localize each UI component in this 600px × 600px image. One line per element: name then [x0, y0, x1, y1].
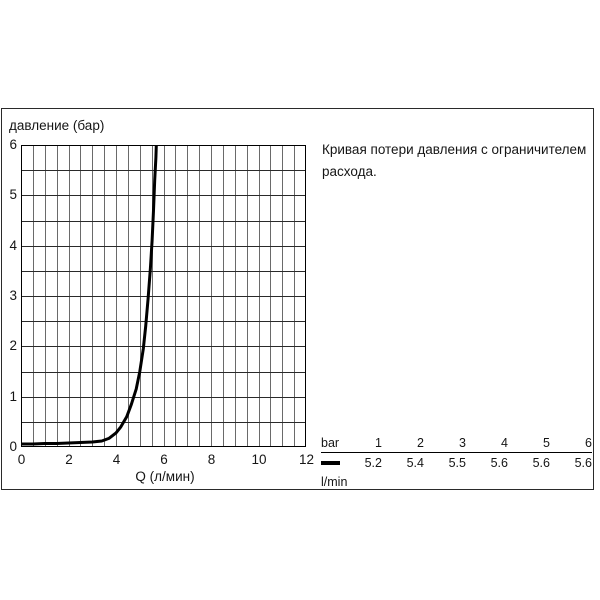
x-tick-label: 8	[207, 452, 216, 467]
pressure-value: 3	[459, 436, 466, 450]
flow-value: 5.4	[406, 456, 424, 470]
flow-value: 5.2	[364, 456, 382, 470]
y-tick-label: 3	[9, 288, 17, 303]
chart-plot	[21, 145, 306, 447]
pressure-value: 1	[375, 436, 382, 450]
flow-value: 5.5	[448, 456, 466, 470]
flow-table: bar 1 2 3 4 5 6 5.2 5.4 5.5 5.6 5.6 5.6 l/min	[321, 436, 592, 489]
pressure-value: 4	[501, 436, 508, 450]
table-footer-row: l/min	[321, 475, 592, 489]
flow-value: 5.6	[532, 456, 550, 470]
flow-value: 5.6	[574, 456, 592, 470]
y-tick-label: 5	[9, 187, 17, 203]
y-tick-label: 4	[9, 237, 17, 253]
curve-legend-line	[321, 461, 340, 465]
y-tick-label: 6	[9, 137, 17, 152]
pressure-loss-curve	[21, 145, 158, 446]
x-axis-title: Q (л/мин)	[135, 469, 195, 484]
x-tick-label: 4	[112, 452, 121, 467]
annotation-text: Кривая потери давления с ограничителем р…	[322, 142, 587, 179]
flow-value: 5.6	[490, 456, 508, 470]
table-value-row: 5.2 5.4 5.5 5.6 5.6 5.6	[321, 456, 592, 470]
flow-unit-label: l/min	[321, 475, 348, 489]
pressure-unit-label: bar	[321, 436, 340, 450]
x-tick-label: 0	[17, 452, 26, 467]
table-header-row: bar 1 2 3 4 5 6	[321, 436, 592, 453]
x-tick-label: 2	[65, 452, 73, 467]
pressure-value: 5	[543, 436, 550, 450]
x-tick-label: 6	[160, 452, 168, 467]
y-axis-title: давление (бар)	[9, 118, 105, 133]
y-tick-label: 1	[9, 388, 17, 404]
pressure-value: 2	[417, 436, 424, 450]
pressure-value: 6	[585, 436, 592, 450]
figure-frame	[1, 108, 594, 490]
legend-cell	[321, 461, 340, 465]
y-tick-label: 2	[9, 338, 17, 354]
x-tick-label: 12	[298, 452, 315, 467]
y-tick-label: 0	[9, 439, 17, 454]
x-tick-label: 10	[251, 452, 267, 467]
plot-border	[21, 145, 306, 447]
